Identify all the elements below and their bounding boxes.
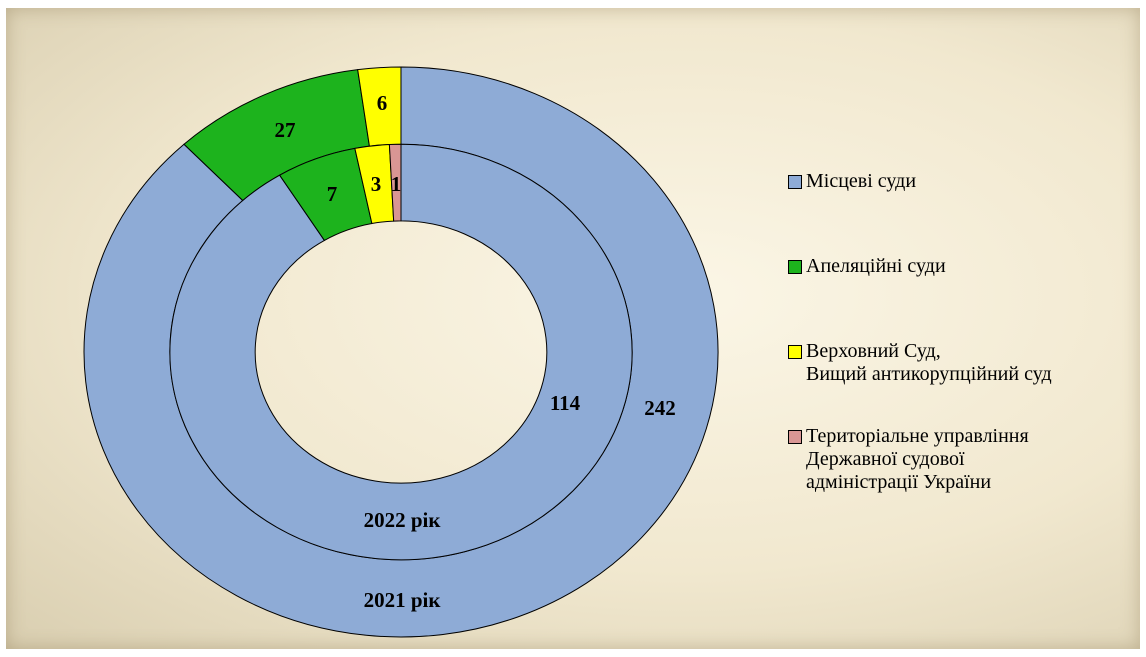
legend-label: Апеляційні суди (806, 255, 946, 277)
legend-label: Місцеві суди (806, 170, 917, 192)
data-label: 6 (377, 91, 388, 115)
legend-swatch (788, 175, 802, 189)
legend-label: Територіальне управління Державної судов… (806, 425, 1029, 493)
legend-item: Територіальне управління Державної судов… (788, 425, 1029, 494)
legend-item: Місцеві суди (788, 170, 916, 193)
ring-label: 2021 рік (364, 588, 442, 612)
legend-item: Верховний Суд, Вищий антикорупційний суд (788, 340, 1052, 386)
donut-segment (169, 143, 633, 561)
data-label: 3 (371, 172, 382, 196)
data-label: 1 (391, 172, 402, 196)
data-label: 242 (644, 396, 676, 420)
data-label: 7 (327, 182, 338, 206)
data-label: 27 (275, 118, 296, 142)
ring-label: 2022 рік (364, 508, 442, 532)
legend-swatch (788, 430, 802, 444)
legend-swatch (788, 260, 802, 274)
legend-label: Верховний Суд, Вищий антикорупційний суд (806, 340, 1052, 385)
data-label: 114 (550, 391, 581, 415)
legend-swatch (788, 345, 802, 359)
donut-segment (388, 143, 402, 222)
legend-item: Апеляційні суди (788, 255, 946, 278)
